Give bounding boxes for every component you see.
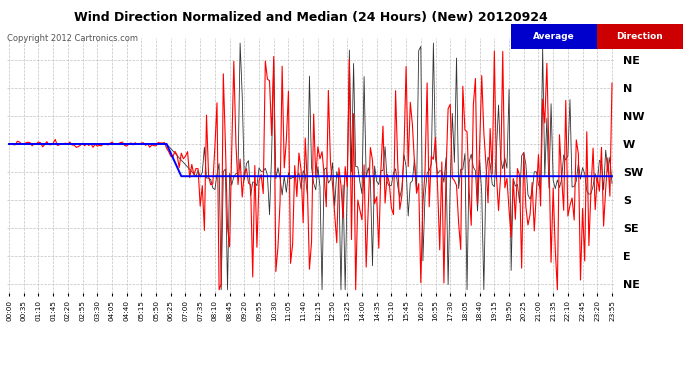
Text: Average: Average: [533, 32, 575, 41]
Text: Wind Direction Normalized and Median (24 Hours) (New) 20120924: Wind Direction Normalized and Median (24…: [74, 11, 547, 24]
Text: Copyright 2012 Cartronics.com: Copyright 2012 Cartronics.com: [7, 34, 138, 43]
Text: Direction: Direction: [617, 32, 663, 41]
FancyBboxPatch shape: [511, 24, 597, 49]
FancyBboxPatch shape: [597, 24, 683, 49]
